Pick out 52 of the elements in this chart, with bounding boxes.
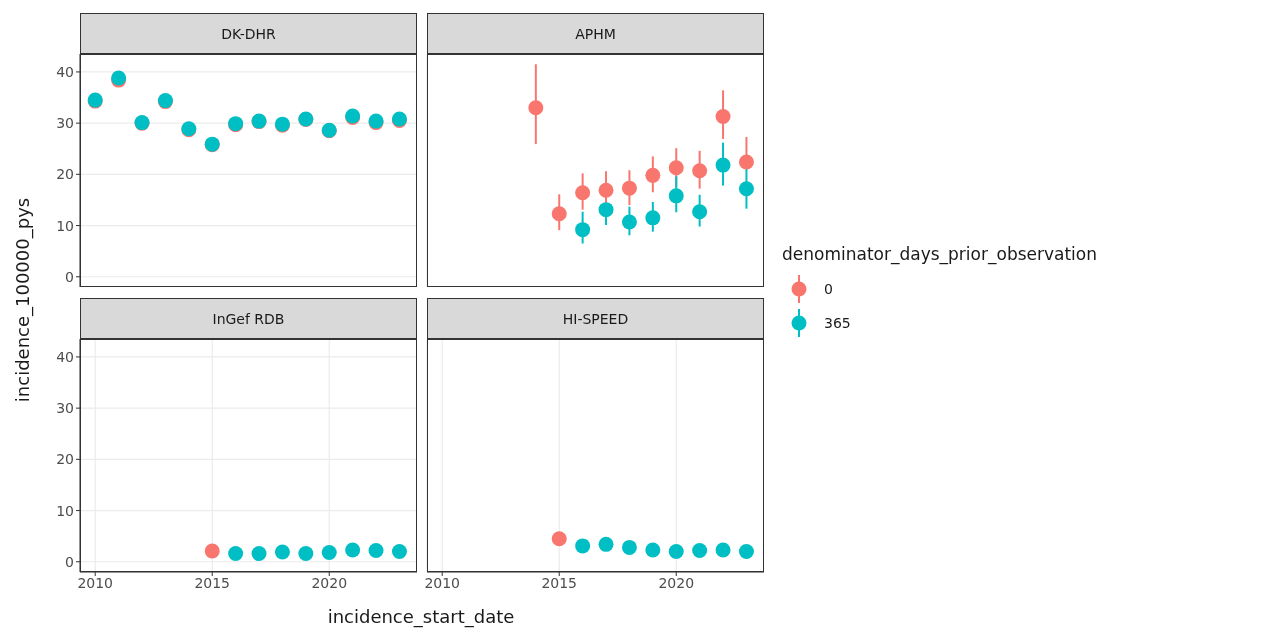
point: [692, 163, 708, 179]
x-tick-label: 2010: [424, 574, 461, 591]
y-tick-label: 20: [56, 451, 74, 468]
x-tick-label: 2010: [77, 574, 114, 591]
point: [598, 202, 614, 218]
y-tick-label: 0: [65, 553, 74, 570]
y-axis-title: incidence_100000_pys: [11, 197, 33, 403]
x-tick-label: 2015: [541, 574, 578, 591]
y-tick-label: 30: [56, 400, 74, 417]
point: [738, 544, 754, 560]
x-tick-label: 2015: [194, 574, 231, 591]
point: [692, 542, 708, 558]
x-tick-label: 2020: [311, 574, 348, 591]
y-tick-label: 10: [56, 502, 74, 519]
point: [621, 180, 637, 196]
point: [645, 167, 661, 183]
point: [645, 210, 661, 226]
x-axis-title: incidence_start_date: [327, 606, 515, 627]
point: [715, 542, 731, 558]
point: [692, 204, 708, 220]
chart-title: HI-SPEED: [427, 298, 764, 339]
point: [645, 542, 661, 558]
point: [715, 157, 731, 173]
chart-title: APHM: [427, 13, 764, 54]
chart-title: DK-DHR: [80, 13, 417, 54]
legend-label: 0: [824, 281, 833, 297]
legend-title: denominator_days_prior_observation: [782, 244, 1098, 264]
point: [668, 188, 684, 204]
y-tick-label: 10: [56, 217, 74, 234]
point: [738, 154, 754, 170]
point: [668, 544, 684, 560]
point: [738, 181, 754, 197]
point: [621, 539, 637, 555]
y-tick-label: 20: [56, 166, 74, 183]
point: [575, 222, 591, 238]
chart-title: InGef RDB: [80, 298, 417, 339]
point: [575, 185, 591, 201]
y-tick-label: 40: [56, 348, 74, 365]
point: [715, 108, 731, 124]
point: [551, 531, 567, 547]
point: [575, 538, 591, 554]
point: [551, 206, 567, 222]
point: [528, 100, 544, 116]
point: [621, 214, 637, 230]
point: [598, 536, 614, 552]
y-tick-label: 40: [56, 63, 74, 80]
legend-label: 365: [824, 315, 851, 331]
x-tick-label: 2020: [658, 574, 695, 591]
y-tick-label: 0: [65, 268, 74, 285]
point: [598, 182, 614, 198]
point: [668, 160, 684, 176]
y-tick-label: 30: [56, 115, 74, 132]
